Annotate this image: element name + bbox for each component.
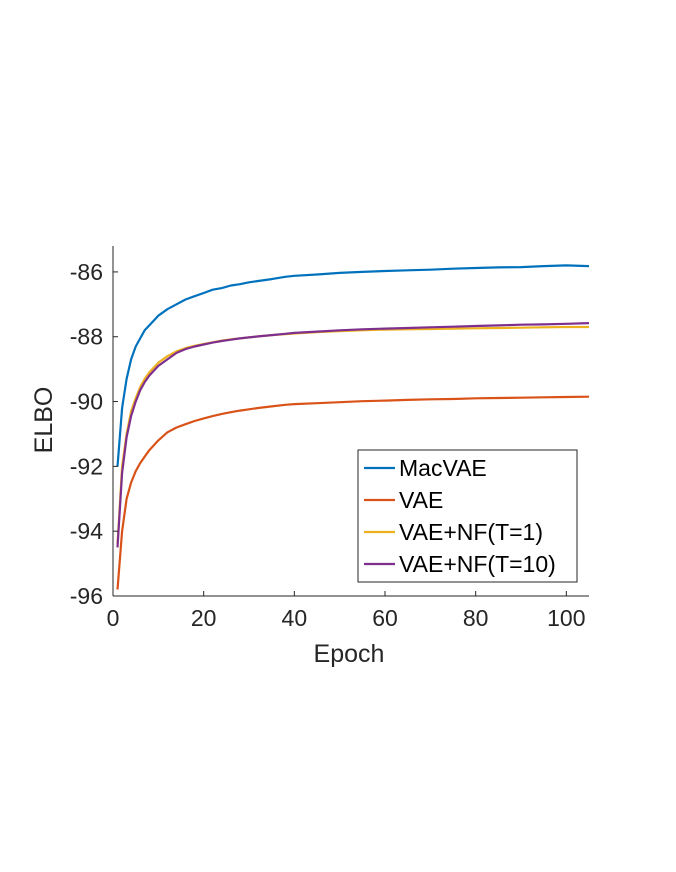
y-tick-label: -96 xyxy=(70,583,103,609)
x-tick-label: 100 xyxy=(547,605,585,631)
legend-label-1: VAE xyxy=(399,487,443,513)
y-tick-label: -90 xyxy=(70,389,103,415)
x-axis-title: Epoch xyxy=(314,640,385,668)
x-tick-label: 20 xyxy=(191,605,217,631)
x-tick-label: 0 xyxy=(107,605,120,631)
y-tick-label: -86 xyxy=(70,259,103,285)
axes: 0 20 40 60 80 100 -96 -94 -92 -90 -88 -86 xyxy=(70,246,589,631)
legend-label-0: MacVAE xyxy=(399,455,487,481)
y-tick-label: -92 xyxy=(70,453,103,479)
legend: MacVAE VAE VAE+NF(T=1) VAE+NF(T=10) xyxy=(357,449,578,583)
plot-area xyxy=(116,264,590,590)
legend-label-3: VAE+NF(T=10) xyxy=(399,551,556,577)
series-line-3 xyxy=(116,322,590,548)
y-tick-label: -88 xyxy=(70,324,103,350)
series-line-1 xyxy=(116,395,590,590)
x-tick-label: 60 xyxy=(372,605,398,631)
legend-box xyxy=(357,449,578,583)
x-tick-label: 80 xyxy=(463,605,489,631)
x-tick-label: 40 xyxy=(282,605,308,631)
series-line-0 xyxy=(116,264,590,467)
legend-label-2: VAE+NF(T=1) xyxy=(399,519,543,545)
y-tick-label: -94 xyxy=(70,518,103,544)
y-axis-title: ELBO xyxy=(30,387,58,454)
